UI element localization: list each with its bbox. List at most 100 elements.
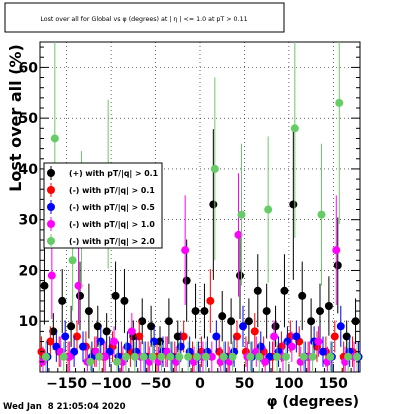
data-point — [110, 337, 119, 346]
x-tick-label: 50 — [235, 376, 255, 392]
data-point — [120, 296, 129, 305]
data-point — [113, 357, 122, 366]
data-point — [287, 342, 296, 351]
data-point — [150, 337, 159, 346]
data-point — [49, 327, 58, 336]
data-point — [41, 352, 50, 361]
data-point — [200, 307, 209, 316]
data-point — [93, 322, 102, 331]
data-point — [147, 322, 156, 331]
data-point — [298, 291, 307, 300]
data-point — [271, 322, 280, 331]
data-point — [184, 352, 193, 361]
data-point — [233, 332, 241, 341]
data-point — [191, 307, 200, 316]
data-point — [307, 317, 316, 326]
data-point — [96, 337, 105, 346]
legend-label: (+) with pT/|q| > 0.1 — [69, 169, 158, 179]
x-tick-label: 0 — [195, 376, 205, 392]
legend-label: (-) with pT/|q| > 0.5 — [69, 203, 155, 213]
axes: −150 −100 −50 0 50 100 150 10 20 30 40 50 60 — [19, 46, 360, 392]
data-point — [262, 307, 271, 316]
data-point — [40, 281, 49, 290]
data-point — [111, 291, 120, 300]
data-point — [236, 271, 244, 280]
data-point — [270, 332, 279, 341]
data-point — [210, 164, 219, 173]
data-point — [86, 357, 95, 366]
data-point — [173, 332, 182, 341]
data-point — [176, 342, 185, 351]
legend-label: (-) with pT/|q| > 0.1 — [69, 186, 155, 196]
data-point — [46, 337, 55, 346]
data-point — [319, 347, 327, 356]
data-point — [61, 332, 70, 341]
data-point — [182, 276, 191, 285]
data-point — [212, 332, 221, 341]
data-point — [127, 327, 136, 336]
data-point — [317, 210, 326, 219]
data-point — [237, 210, 246, 219]
data-point — [65, 352, 74, 361]
series-0 — [40, 129, 360, 357]
legend-marker — [47, 169, 55, 177]
series-4 — [41, 42, 362, 372]
data-point — [255, 352, 264, 361]
data-point — [239, 322, 247, 331]
data-point — [333, 261, 342, 270]
data-series — [37, 42, 363, 372]
data-point — [67, 322, 76, 331]
data-point — [84, 307, 93, 316]
legend-label: (-) with pT/|q| > 2.0 — [69, 237, 155, 247]
chart-title: Lost over all for Global vs φ (degrees) … — [40, 16, 247, 23]
data-point — [314, 337, 323, 346]
data-point — [324, 302, 333, 310]
legend-marker — [47, 186, 55, 194]
x-tick-label: −100 — [91, 376, 132, 392]
data-point — [218, 312, 227, 321]
data-point — [101, 352, 110, 361]
data-point — [316, 307, 324, 316]
data-point — [164, 317, 173, 326]
data-point — [209, 200, 218, 209]
legend-label: (-) with pT/|q| > 1.0 — [69, 220, 155, 230]
data-point — [326, 352, 335, 361]
data-point — [330, 332, 339, 341]
data-point — [344, 352, 353, 361]
data-point — [281, 352, 290, 361]
data-point — [181, 246, 190, 255]
data-point — [289, 200, 298, 209]
data-point — [261, 357, 270, 366]
data-point — [335, 98, 344, 107]
data-point — [79, 342, 87, 351]
data-point — [139, 352, 148, 361]
data-point — [299, 352, 308, 361]
data-point — [273, 352, 282, 361]
data-point — [73, 332, 81, 341]
data-point — [68, 256, 77, 265]
data-point — [95, 352, 104, 361]
data-point — [157, 352, 166, 361]
data-point — [193, 352, 202, 361]
x-axis-title: φ (degrees) — [267, 394, 359, 410]
data-point — [201, 352, 210, 361]
y-tick-label: 40 — [19, 162, 39, 178]
data-point — [207, 352, 216, 361]
data-point — [227, 317, 236, 326]
data-point — [308, 352, 317, 361]
y-tick-label: 20 — [19, 263, 39, 279]
x-tick-label: 150 — [319, 376, 348, 392]
data-point — [148, 352, 157, 361]
data-point — [246, 352, 255, 361]
data-point — [175, 352, 184, 361]
y-tick-label: 50 — [19, 111, 39, 127]
data-point — [290, 124, 299, 133]
x-tick-label: −50 — [140, 376, 171, 392]
data-point — [244, 317, 253, 326]
data-point — [74, 281, 83, 290]
data-point — [47, 271, 56, 280]
data-point — [206, 296, 215, 305]
data-point — [135, 332, 144, 341]
data-point — [76, 291, 84, 300]
